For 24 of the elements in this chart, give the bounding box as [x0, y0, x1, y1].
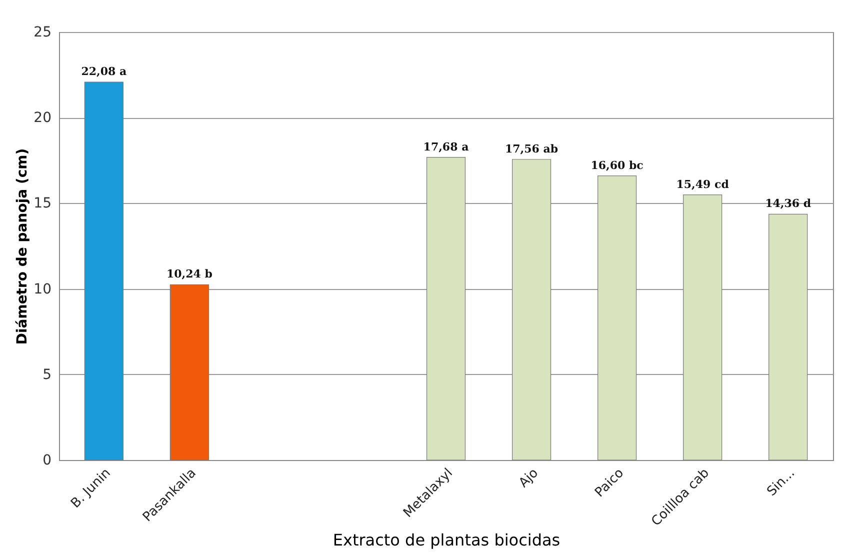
- x-tick-label: Sin...: [764, 466, 798, 500]
- y-axis-title: Diámetro de panoja (cm): [14, 148, 31, 345]
- y-tick-label: 25: [34, 24, 52, 40]
- bar: [683, 194, 722, 460]
- x-axis-title: Extracto de plantas biocidas: [332, 530, 560, 550]
- y-tick-label: 15: [34, 196, 52, 212]
- bar: [768, 214, 808, 460]
- data-label: 15,49 cd: [676, 178, 730, 191]
- data-label: 14,36 d: [765, 197, 812, 210]
- y-tick-label: 0: [42, 452, 52, 468]
- bar: [84, 82, 124, 460]
- bar: [170, 284, 209, 460]
- data-label: 16,60 bc: [590, 158, 644, 172]
- bar: [426, 157, 466, 460]
- data-label: 10,24 b: [166, 268, 213, 281]
- bar: [598, 176, 637, 460]
- y-tick-label: 5: [42, 366, 52, 383]
- x-tick-label: Ajo: [516, 466, 542, 491]
- bar: [512, 159, 552, 460]
- data-label: 22,08 a: [81, 64, 127, 78]
- y-tick-label: 20: [34, 110, 52, 126]
- data-label: 17,56 ab: [504, 142, 558, 156]
- data-label: 17,68 a: [423, 140, 469, 154]
- y-tick-label: 10: [34, 281, 52, 298]
